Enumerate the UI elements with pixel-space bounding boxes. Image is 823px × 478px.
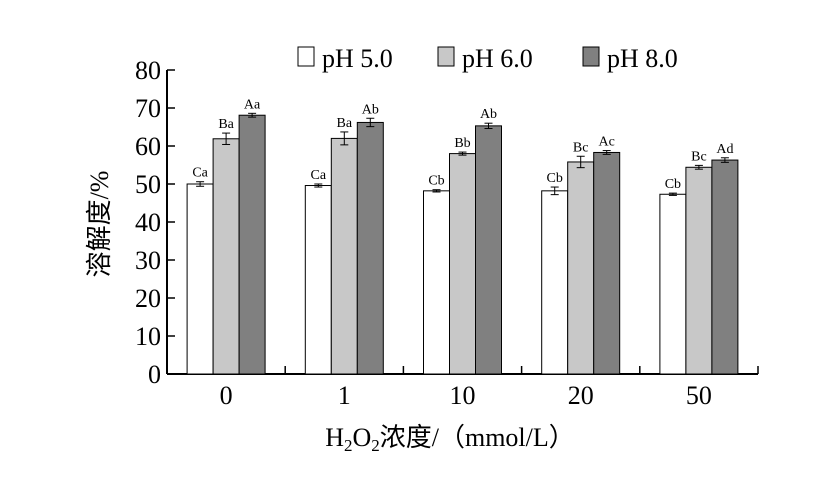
data-label: Ca — [311, 168, 327, 183]
legend-label: pH 6.0 — [462, 44, 533, 73]
y-tick-label: 10 — [135, 322, 161, 351]
bar — [330, 137, 358, 375]
bar — [567, 161, 595, 375]
bar — [541, 190, 569, 375]
y-tick-label: 20 — [135, 284, 161, 313]
x-tick-label: 1 — [338, 381, 351, 410]
y-tick-label: 50 — [135, 170, 161, 199]
data-label: Cb — [547, 171, 563, 186]
legend-label: pH 5.0 — [322, 44, 393, 73]
bar — [475, 125, 502, 375]
data-label: Cb — [428, 174, 444, 189]
bar — [356, 121, 384, 375]
x-tick-label: 0 — [220, 381, 233, 410]
bar — [659, 193, 687, 375]
y-tick-label: 60 — [135, 132, 161, 161]
data-label: Ab — [480, 107, 497, 122]
y-tick-label: 40 — [135, 208, 161, 237]
bar — [212, 138, 240, 375]
data-label: Ac — [599, 135, 615, 150]
x-axis-title: H2O2浓度/（mmol/L） — [325, 423, 575, 455]
data-label: Ba — [337, 116, 353, 131]
data-label: Bc — [573, 140, 589, 155]
y-tick-label: 70 — [135, 94, 161, 123]
data-label: Bc — [691, 149, 707, 164]
legend-swatch — [437, 46, 455, 67]
y-tick-label: 80 — [135, 56, 161, 85]
x-tick-label: 20 — [568, 381, 594, 410]
y-tick-label: 30 — [135, 246, 161, 275]
bar — [593, 151, 621, 375]
bar — [449, 153, 476, 375]
x-axis-title-part: H — [325, 423, 344, 452]
y-axis-title: 溶解度/% — [85, 171, 114, 278]
bar — [711, 159, 739, 375]
x-tick-label: 50 — [686, 381, 712, 410]
legend-swatch — [297, 46, 315, 67]
legend-label: pH 8.0 — [607, 44, 678, 73]
x-axis-title-subscript: 2 — [344, 436, 353, 455]
bar — [304, 185, 332, 375]
bar — [685, 166, 713, 375]
data-label: Ab — [362, 102, 379, 117]
bar — [238, 114, 266, 375]
x-tick-label: 10 — [450, 381, 476, 410]
x-axis-title-part: O — [352, 423, 371, 452]
legend: pH 5.0 pH 6.0 pH 8.0 — [297, 44, 678, 73]
data-label: Aa — [244, 97, 261, 112]
y-tick-label: 0 — [148, 360, 161, 389]
data-label: Ba — [218, 117, 234, 132]
data-label: Bb — [454, 136, 470, 151]
data-label: Ad — [716, 142, 733, 157]
x-axis-title-subscript: 2 — [371, 436, 380, 455]
data-label: Ca — [192, 166, 208, 181]
bar — [186, 183, 214, 375]
plot-area: 0 10 20 30 40 50 60 70 80 0 Ca Ba Aa 1 Ca Ba Ab 10 Cb Bb Ab 2… — [135, 56, 759, 410]
legend-swatch — [582, 46, 600, 67]
bar — [423, 190, 450, 375]
data-label: Cb — [665, 177, 681, 192]
x-axis-title-part: 浓度/（mmol/L） — [380, 423, 575, 452]
